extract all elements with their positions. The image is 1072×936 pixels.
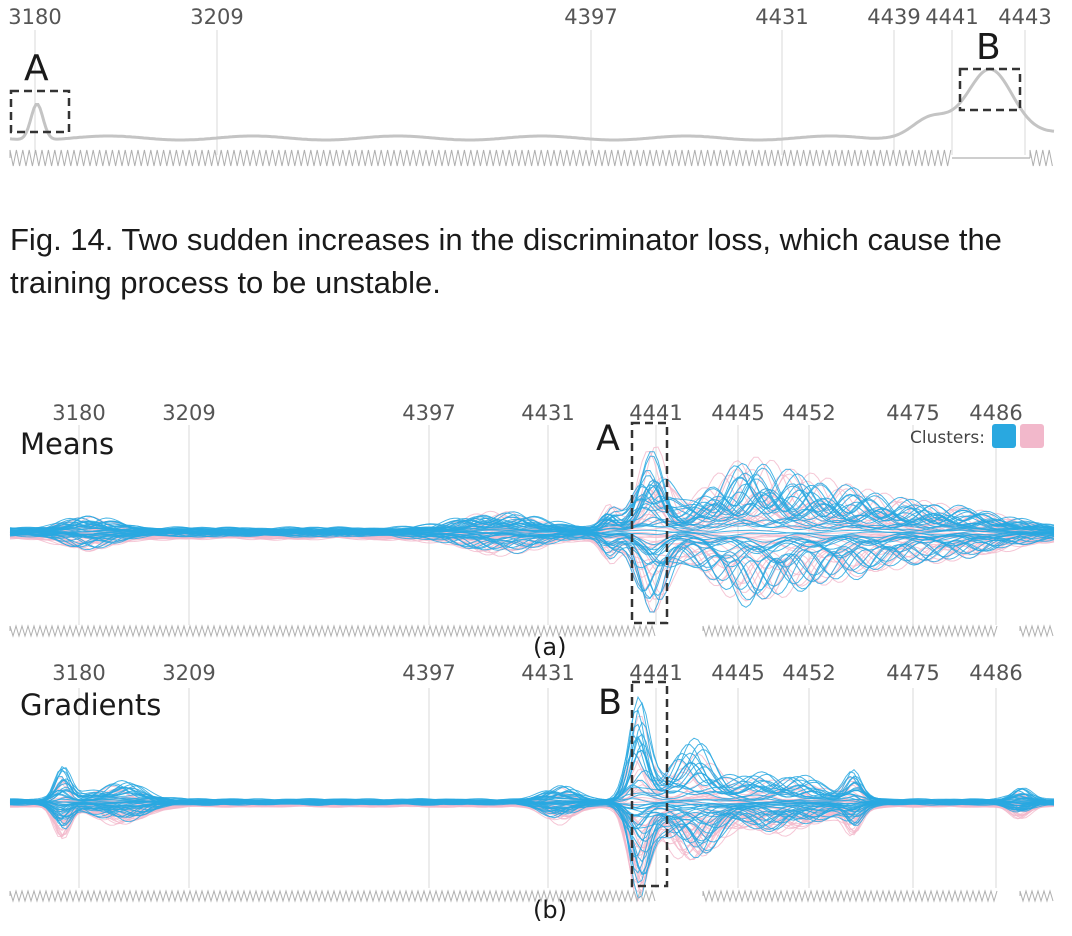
means-tick-label: 3180 <box>52 401 105 425</box>
annotation-box-b <box>958 67 1022 112</box>
means-blue-series-line <box>9 519 1055 534</box>
annotation-label-means-a: A <box>596 419 620 459</box>
means-tick-label: 3209 <box>162 401 215 425</box>
means-blue-series-line <box>9 531 1055 613</box>
gradients-pink-series-line <box>9 802 1055 879</box>
gradients-blue-series-line <box>10 709 1055 804</box>
gradients-blue-series-line <box>9 723 1055 804</box>
means-tick-label: 4431 <box>521 401 574 425</box>
gradients-pink-series-line <box>9 802 1055 883</box>
means-title: Means <box>20 427 114 461</box>
gradients-pink-series-line <box>9 752 1055 806</box>
gradients-blue-series-line <box>9 800 1055 875</box>
top-tick-label: 4397 <box>564 5 617 29</box>
annotation-label-a: A <box>24 48 49 89</box>
gradients-blue-series-line <box>9 800 1054 899</box>
top-loss-plot: 3180 3209 4397 4431 4439 4441 4443 A B <box>8 5 1055 167</box>
gradients-title: Gradients <box>20 688 161 722</box>
gradients-tick-label: 3209 <box>162 661 215 685</box>
means-blue-series-line <box>9 530 1055 556</box>
gradients-panel: 3180 3209 4397 4431 4441 4445 4452 4475 4486 Gra… <box>9 661 1055 924</box>
gradients-blue-series-line <box>9 721 1055 804</box>
top-grid-lines <box>34 30 1026 155</box>
top-tick-label: 4441 <box>925 5 978 29</box>
gradients-tick-label: 4475 <box>886 661 939 685</box>
top-tick-label: 3180 <box>8 5 61 29</box>
annotation-label-b: B <box>976 27 1001 68</box>
means-panel: 3180 3209 4397 4431 4441 4445 4452 4475 4486 Mea… <box>9 401 1055 661</box>
gradients-blue-series-line <box>9 733 1055 804</box>
gradients-tick-label: 4452 <box>782 661 835 685</box>
annotation-box-gradients-b <box>630 680 669 888</box>
annotation-label-gradients-b: B <box>598 683 622 723</box>
legend-swatch-pink <box>1020 424 1044 448</box>
gradients-blue-series-line <box>9 734 1055 804</box>
gradients-pink-series-line <box>9 802 1054 893</box>
gradients-blue-series-line <box>9 800 1054 884</box>
gradients-pink-series-line <box>9 802 1055 863</box>
gradients-pink-series-line <box>9 802 1055 885</box>
gradients-blue-series-line <box>9 800 1055 874</box>
gradients-blue-cluster-lines <box>9 695 1055 899</box>
gradients-blue-series-line <box>9 735 1055 804</box>
gradients-blue-series-line <box>9 800 1055 875</box>
means-blue-cluster-lines <box>9 451 1055 613</box>
figure-caption: Fig. 14. Two sudden increases in the dis… <box>10 222 1002 300</box>
means-tick-label: 4441 <box>629 401 682 425</box>
gradients-pink-series-line <box>9 802 1055 902</box>
gradients-pink-series-line <box>10 802 1055 893</box>
means-tick-label: 4397 <box>402 401 455 425</box>
means-blue-series-line <box>9 516 1055 534</box>
gradients-blue-series-line <box>9 742 1055 804</box>
gradients-pink-series-line <box>9 802 1055 882</box>
top-tick-label: 4431 <box>755 5 808 29</box>
gradients-sublabel: (b) <box>533 896 567 924</box>
gradients-tick-labels: 3180 3209 4397 4431 4441 4445 4452 4475 4486 <box>52 661 1022 685</box>
discriminator-loss-line <box>9 67 1055 142</box>
gradients-blue-series-line <box>10 800 1055 814</box>
means-pink-series-line <box>9 534 1055 614</box>
means-blue-series-line <box>9 531 1055 608</box>
gradients-pink-series-line <box>9 802 1055 857</box>
top-tick-label: 4439 <box>867 5 920 29</box>
means-tick-label: 4452 <box>782 401 835 425</box>
gradients-blue-series-line <box>9 737 1054 804</box>
means-sublabel: (a) <box>533 633 566 661</box>
gradients-blue-series-line <box>9 752 1055 804</box>
gradients-blue-series-line <box>9 701 1055 804</box>
gradients-pink-series-line <box>9 802 1055 875</box>
top-tick-label: 4443 <box>998 5 1051 29</box>
gradients-pink-cluster-lines <box>9 715 1055 902</box>
gradients-pink-series-line <box>9 802 1055 865</box>
gradients-iteration-strip <box>9 889 1054 903</box>
gradients-pink-series-line <box>9 802 1055 867</box>
top-tick-labels: 3180 3209 4397 4431 4439 4441 4443 <box>8 5 1051 29</box>
means-legend-label: Clusters: <box>910 428 985 448</box>
means-tick-label: 4475 <box>886 401 939 425</box>
gradients-pink-series-line <box>9 802 1055 884</box>
annotation-box-means-a <box>630 421 669 625</box>
means-tick-label: 4445 <box>711 401 764 425</box>
top-tick-label: 3209 <box>190 5 243 29</box>
gradients-tick-label: 4445 <box>711 661 764 685</box>
means-blue-series-line <box>9 503 1055 533</box>
gradients-tick-label: 4486 <box>969 661 1022 685</box>
means-blue-series-line <box>9 531 1055 601</box>
gradients-tick-label: 3180 <box>52 661 105 685</box>
gradients-tick-label: 4397 <box>402 661 455 685</box>
gradients-tick-label: 4431 <box>521 661 574 685</box>
means-tick-labels: 3180 3209 4397 4431 4441 4445 4452 4475 4486 <box>52 401 1022 425</box>
annotation-box-a <box>9 89 71 134</box>
gradients-pink-series-line <box>9 715 1054 806</box>
gradients-blue-series-line <box>9 695 1055 804</box>
gradients-blue-series-line <box>9 800 1055 875</box>
top-iteration-strip <box>9 149 1053 167</box>
legend-swatch-blue <box>992 424 1016 448</box>
means-iteration-strip <box>9 624 1054 638</box>
gradients-pink-series-line <box>9 802 1055 854</box>
means-tick-label: 4486 <box>969 401 1022 425</box>
